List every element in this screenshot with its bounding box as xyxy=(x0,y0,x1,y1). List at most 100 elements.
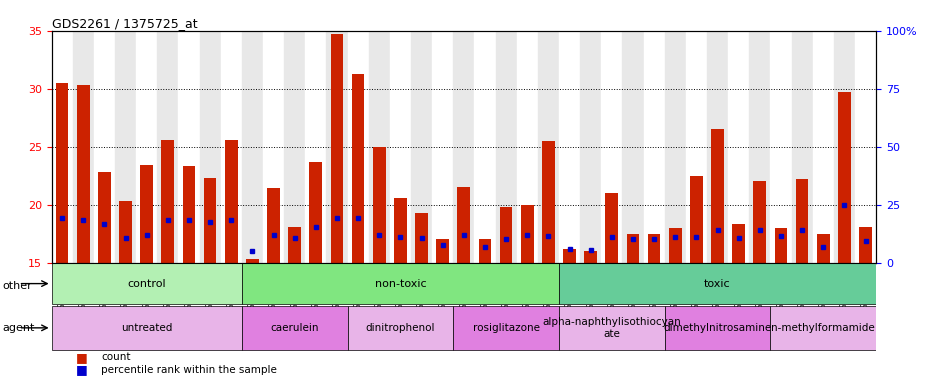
Bar xyxy=(605,193,618,263)
Text: ■: ■ xyxy=(76,364,88,376)
Text: count: count xyxy=(101,353,130,362)
Bar xyxy=(246,259,258,263)
Bar xyxy=(203,178,216,263)
Text: GDS2261 / 1375725_at: GDS2261 / 1375725_at xyxy=(51,17,197,30)
Bar xyxy=(347,306,453,350)
Bar xyxy=(221,31,241,263)
Bar xyxy=(161,140,174,263)
Bar xyxy=(199,31,221,263)
Bar xyxy=(854,31,875,263)
Text: toxic: toxic xyxy=(704,279,730,289)
Bar xyxy=(309,162,322,263)
Bar xyxy=(56,83,68,263)
Bar xyxy=(474,31,495,263)
Bar xyxy=(431,31,453,263)
Bar xyxy=(457,187,470,263)
Bar xyxy=(157,31,178,263)
Bar xyxy=(51,263,241,304)
Bar xyxy=(579,31,601,263)
Text: alpha-naphthylisothiocyan
ate: alpha-naphthylisothiocyan ate xyxy=(542,317,680,339)
Bar xyxy=(389,31,411,263)
Bar xyxy=(436,239,448,263)
Bar xyxy=(833,31,854,263)
Bar xyxy=(263,31,284,263)
Bar xyxy=(495,31,516,263)
Bar xyxy=(769,306,875,350)
Bar xyxy=(774,228,786,263)
Bar xyxy=(225,140,238,263)
Bar xyxy=(453,306,559,350)
Bar xyxy=(559,263,875,304)
Bar xyxy=(499,207,512,263)
Text: other: other xyxy=(3,281,33,291)
Bar xyxy=(326,31,347,263)
Bar xyxy=(305,31,326,263)
Bar xyxy=(330,34,343,263)
Bar xyxy=(710,129,724,263)
Bar xyxy=(520,205,533,263)
Bar xyxy=(351,74,364,263)
Bar xyxy=(516,31,537,263)
Bar xyxy=(368,31,389,263)
Bar xyxy=(791,31,812,263)
Bar xyxy=(136,31,157,263)
Bar xyxy=(706,31,727,263)
Text: ■: ■ xyxy=(76,351,88,364)
Bar xyxy=(241,31,263,263)
Bar xyxy=(241,306,347,350)
Bar xyxy=(668,228,680,263)
Bar xyxy=(622,31,643,263)
Bar xyxy=(769,31,791,263)
Text: dimethylnitrosamine: dimethylnitrosamine xyxy=(663,323,771,333)
Bar xyxy=(559,306,664,350)
Bar xyxy=(664,31,685,263)
Bar xyxy=(812,31,833,263)
Bar xyxy=(51,31,73,263)
Bar xyxy=(685,31,706,263)
Bar xyxy=(559,31,579,263)
Bar xyxy=(689,175,702,263)
Text: untreated: untreated xyxy=(121,323,172,333)
Bar xyxy=(749,31,769,263)
Bar xyxy=(284,31,305,263)
Bar xyxy=(732,224,744,263)
Bar xyxy=(411,31,431,263)
Bar xyxy=(115,31,136,263)
Bar xyxy=(537,31,559,263)
Text: agent: agent xyxy=(3,323,36,333)
Text: n-methylformamide: n-methylformamide xyxy=(770,323,874,333)
Bar xyxy=(373,147,386,263)
Bar xyxy=(478,239,490,263)
Bar xyxy=(795,179,808,263)
Bar xyxy=(647,233,660,263)
Bar xyxy=(858,227,870,263)
Bar xyxy=(643,31,664,263)
Bar xyxy=(119,201,132,263)
Bar xyxy=(73,31,94,263)
Text: control: control xyxy=(127,279,166,289)
Bar xyxy=(178,31,199,263)
Text: caerulein: caerulein xyxy=(271,323,318,333)
Bar xyxy=(267,188,280,263)
Bar xyxy=(98,172,110,263)
Text: rosiglitazone: rosiglitazone xyxy=(472,323,539,333)
Text: non-toxic: non-toxic xyxy=(374,279,426,289)
Bar xyxy=(183,166,195,263)
Bar xyxy=(394,198,406,263)
Bar xyxy=(727,31,749,263)
Bar xyxy=(288,227,300,263)
Bar xyxy=(347,31,368,263)
Bar xyxy=(541,141,554,263)
Bar xyxy=(51,306,241,350)
Bar xyxy=(816,233,828,263)
Bar xyxy=(584,251,596,263)
Bar xyxy=(241,263,559,304)
Bar xyxy=(415,213,428,263)
Bar xyxy=(601,31,622,263)
Bar xyxy=(94,31,115,263)
Bar xyxy=(140,165,153,263)
Bar xyxy=(664,306,769,350)
Bar xyxy=(626,233,638,263)
Bar xyxy=(837,92,850,263)
Text: percentile rank within the sample: percentile rank within the sample xyxy=(101,365,277,375)
